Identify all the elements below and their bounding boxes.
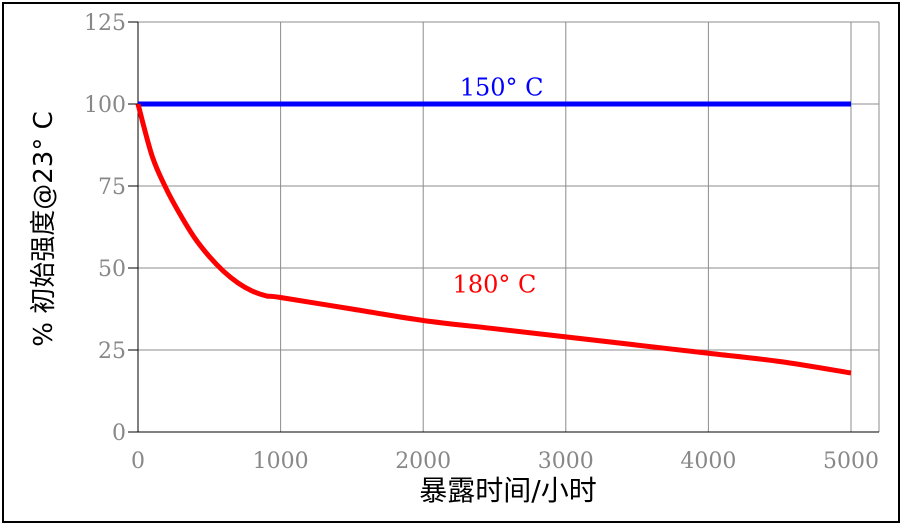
chart-frame	[2, 2, 900, 523]
x-tick-labels: 0 1000 2000 3000 4000 5000	[131, 449, 879, 474]
axes	[128, 21, 879, 433]
x-tick-label: 4000	[680, 449, 736, 474]
annotations: 150° C 180° C	[453, 74, 544, 299]
series-line-180c	[135, 103, 852, 376]
series-group	[135, 101, 852, 376]
y-tick-label: 50	[98, 257, 126, 282]
y-tick-label: 25	[98, 339, 126, 364]
y-tick-label: 100	[84, 93, 126, 118]
y-tick-label: 0	[112, 421, 126, 446]
y-tick-label: 75	[98, 175, 126, 200]
series-annotation: 180° C	[453, 270, 537, 298]
y-tick-labels: 0 25 50 75 100 125	[84, 11, 126, 446]
x-tick-label: 2000	[395, 449, 451, 474]
x-tick-label: 3000	[538, 449, 594, 474]
x-tick-label: 5000	[823, 449, 879, 474]
series-annotation: 150° C	[460, 74, 544, 102]
x-tick-label: 0	[131, 449, 145, 474]
x-axis-label: 暴露时间/小时	[419, 474, 596, 507]
x-tick-label: 1000	[253, 449, 309, 474]
y-tick-label: 125	[84, 11, 126, 36]
y-axis-label: % 初始强度@23° C	[29, 111, 59, 346]
